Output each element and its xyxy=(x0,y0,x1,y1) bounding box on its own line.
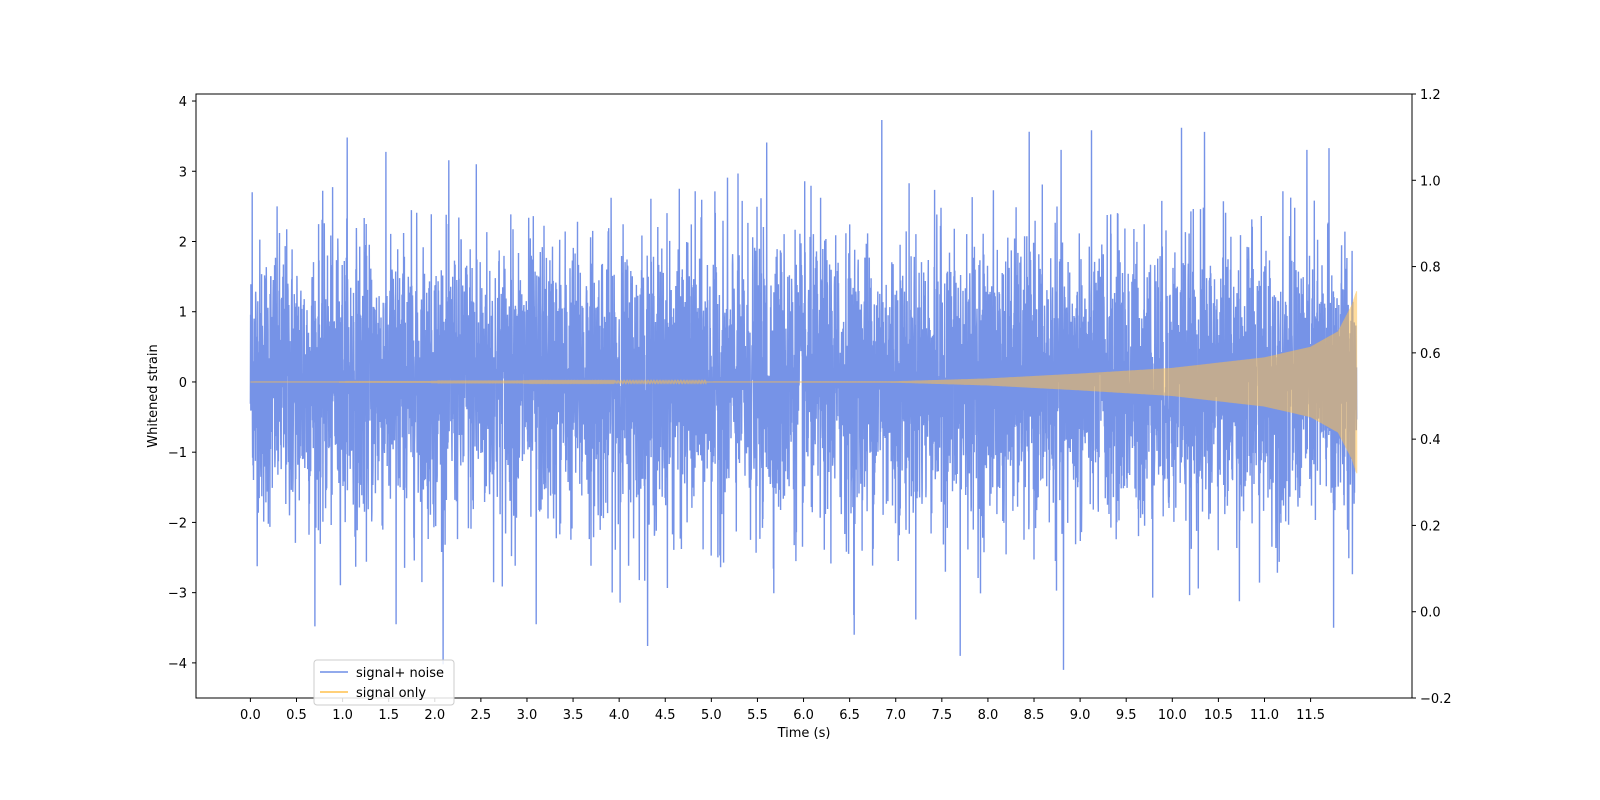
y-tick-label: −3 xyxy=(168,587,187,602)
y-tick-label: 4 xyxy=(179,95,187,110)
y-tick-label: −1 xyxy=(168,446,187,461)
y-tick-label: 2 xyxy=(179,235,187,250)
x-tick-label: 6.5 xyxy=(839,708,860,723)
y2-tick-label: 0.6 xyxy=(1420,347,1441,362)
x-tick-label: 11.5 xyxy=(1296,708,1325,723)
y2-tick-label: 1.2 xyxy=(1420,88,1441,103)
x-axis-title: Time (s) xyxy=(777,726,831,741)
x-tick-label: 4.0 xyxy=(609,708,630,723)
x-tick-label: 3.0 xyxy=(517,708,538,723)
y2-tick-label: −0.2 xyxy=(1420,692,1452,707)
y-axis-right: 1.2 1.0 0.8 0.6 0.4 0.2 0.0 −0.2 xyxy=(1412,88,1452,707)
y-axis-title: Whitened strain xyxy=(146,344,161,447)
x-tick-label: 11.0 xyxy=(1250,708,1279,723)
x-tick-label: 2.5 xyxy=(471,708,492,723)
series-layer xyxy=(249,119,1358,670)
legend-label-signal-only: signal only xyxy=(356,686,426,701)
x-tick-label: 3.5 xyxy=(563,708,584,723)
y-axis-left: 4 3 2 1 0 −1 −2 −3 −4 xyxy=(168,95,196,672)
x-tick-label: 6.0 xyxy=(793,708,814,723)
legend-box xyxy=(313,659,455,706)
x-axis: 0.0 0.5 1.0 1.5 2.0 2.5 3.0 3.5 4.0 4.5 5.0 5.5 6.0 6… xyxy=(240,698,1325,723)
y-tick-label: 3 xyxy=(179,165,187,180)
y2-tick-label: 0.2 xyxy=(1420,519,1441,534)
x-tick-label: 8.5 xyxy=(1024,708,1045,723)
y2-tick-label: 0.8 xyxy=(1420,261,1441,276)
x-tick-label: 9.5 xyxy=(1116,708,1137,723)
legend-label-signal-noise: signal+ noise xyxy=(356,666,444,681)
x-tick-label: 7.0 xyxy=(885,708,906,723)
x-tick-label: 1.5 xyxy=(378,708,399,723)
x-tick-label: 1.0 xyxy=(332,708,353,723)
x-tick-label: 0.0 xyxy=(240,708,261,723)
y-tick-label: 0 xyxy=(179,376,187,391)
x-tick-label: 0.5 xyxy=(286,708,307,723)
series-signal-only-line xyxy=(250,291,1358,474)
y-tick-label: −4 xyxy=(168,657,187,672)
x-tick-label: 7.5 xyxy=(931,708,952,723)
y-tick-label: 1 xyxy=(179,306,187,321)
x-tick-label: 10.5 xyxy=(1204,708,1233,723)
y-tick-label: −2 xyxy=(168,516,187,531)
x-tick-label: 8.0 xyxy=(978,708,999,723)
x-tick-label: 5.5 xyxy=(747,708,768,723)
x-tick-label: 9.0 xyxy=(1070,708,1091,723)
y2-tick-label: 0.4 xyxy=(1420,433,1441,448)
x-tick-label: 10.0 xyxy=(1158,708,1187,723)
y2-tick-label: 1.0 xyxy=(1420,174,1441,189)
x-tick-label: 5.0 xyxy=(701,708,722,723)
y2-tick-label: 0.0 xyxy=(1420,606,1441,621)
legend: signal+ noise signal only xyxy=(313,659,455,706)
x-tick-label: 4.5 xyxy=(655,708,676,723)
x-tick-label: 2.0 xyxy=(424,708,445,723)
